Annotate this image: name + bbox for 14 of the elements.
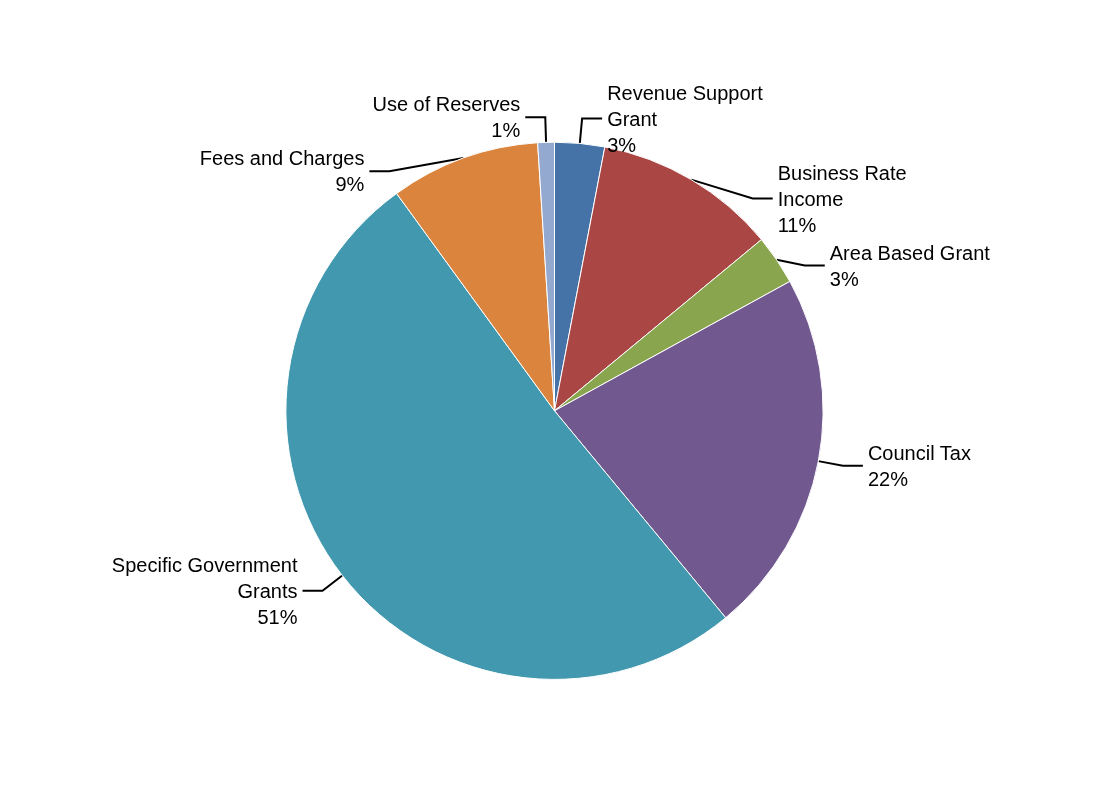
slice-label: Council Tax [867,441,971,464]
slice-label: Area Based Grant [829,241,991,264]
data-label: 51% [257,605,298,628]
slice-label: Use of Reserves [372,93,521,116]
data-label: 1% [491,119,521,142]
slice-label: Business Rate Income [777,161,913,210]
slice-label: Revenue Support Grant [607,81,769,130]
data-label: 11% [777,213,817,236]
data-label: 22% [867,467,909,490]
data-label: 3% [607,133,637,156]
slice-label: Specific Government Grants [111,553,298,602]
data-label: 9% [335,173,365,196]
slice-label: Fees and Charges [199,147,365,170]
data-label: 3% [829,267,859,290]
